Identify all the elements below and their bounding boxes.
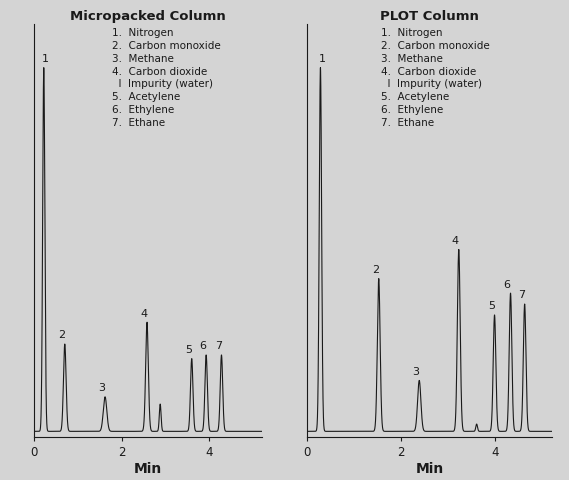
Text: 5: 5 <box>185 345 192 355</box>
Text: 1: 1 <box>319 54 326 64</box>
Text: 3: 3 <box>98 383 105 393</box>
X-axis label: Min: Min <box>134 462 162 476</box>
Text: 1: 1 <box>42 54 49 64</box>
Text: 2: 2 <box>372 265 380 275</box>
Title: Micropacked Column: Micropacked Column <box>70 10 226 23</box>
Text: 4: 4 <box>140 309 147 319</box>
Text: 2: 2 <box>57 330 65 340</box>
Text: 3: 3 <box>413 367 419 377</box>
Text: 1.  Nitrogen
2.  Carbon monoxide
3.  Methane
4.  Carbon dioxide
  I  Impurity (w: 1. Nitrogen 2. Carbon monoxide 3. Methan… <box>112 28 220 128</box>
X-axis label: Min: Min <box>415 462 444 476</box>
Text: 7: 7 <box>518 290 525 300</box>
Title: PLOT Column: PLOT Column <box>380 10 479 23</box>
Text: 6: 6 <box>504 279 511 289</box>
Text: 6: 6 <box>200 341 207 351</box>
Text: 5: 5 <box>488 301 494 312</box>
Text: 4: 4 <box>452 236 459 246</box>
Text: 7: 7 <box>215 341 222 351</box>
Text: 1.  Nitrogen
2.  Carbon monoxide
3.  Methane
4.  Carbon dioxide
  I  Impurity (w: 1. Nitrogen 2. Carbon monoxide 3. Methan… <box>381 28 489 128</box>
